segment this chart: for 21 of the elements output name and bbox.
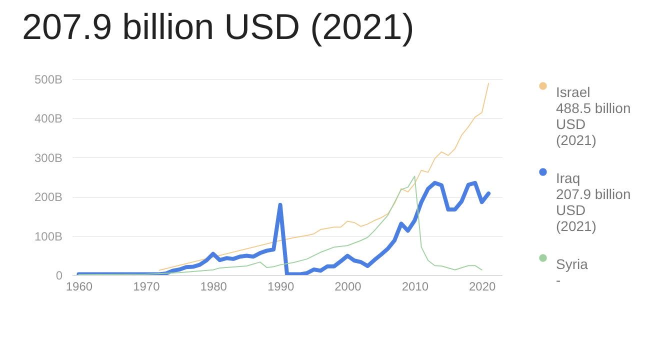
text: 488.5 billion USD (2021) <box>556 100 631 148</box>
x-tick-label: 2010 <box>402 280 429 294</box>
x-tick-label: 1980 <box>200 280 228 294</box>
chart-title: 207.9 billion USD (2021) <box>22 6 414 47</box>
y-tick-label: 500B <box>34 72 62 86</box>
legend-label: Israel <box>556 84 590 100</box>
x-tick-label: 1970 <box>133 280 160 294</box>
y-tick-label: 400B <box>34 112 62 126</box>
y-tick-label: 300B <box>34 150 62 165</box>
x-tick-label: 1960 <box>66 280 93 294</box>
legend-label: Syria <box>556 256 588 272</box>
legend-label: Iraq <box>556 170 580 186</box>
x-tick-label: 1990 <box>267 280 294 294</box>
line-series <box>158 83 490 271</box>
text: 207.9 billion USD (2021) <box>556 186 631 234</box>
x-tick-label: 2000 <box>334 280 362 294</box>
text: - <box>556 272 561 288</box>
x-tick-label: 2020 <box>468 280 496 294</box>
y-tick-label: 200B <box>34 190 62 204</box>
y-tick-label: 0 <box>56 268 63 282</box>
y-tick-label: 100B <box>34 229 62 244</box>
